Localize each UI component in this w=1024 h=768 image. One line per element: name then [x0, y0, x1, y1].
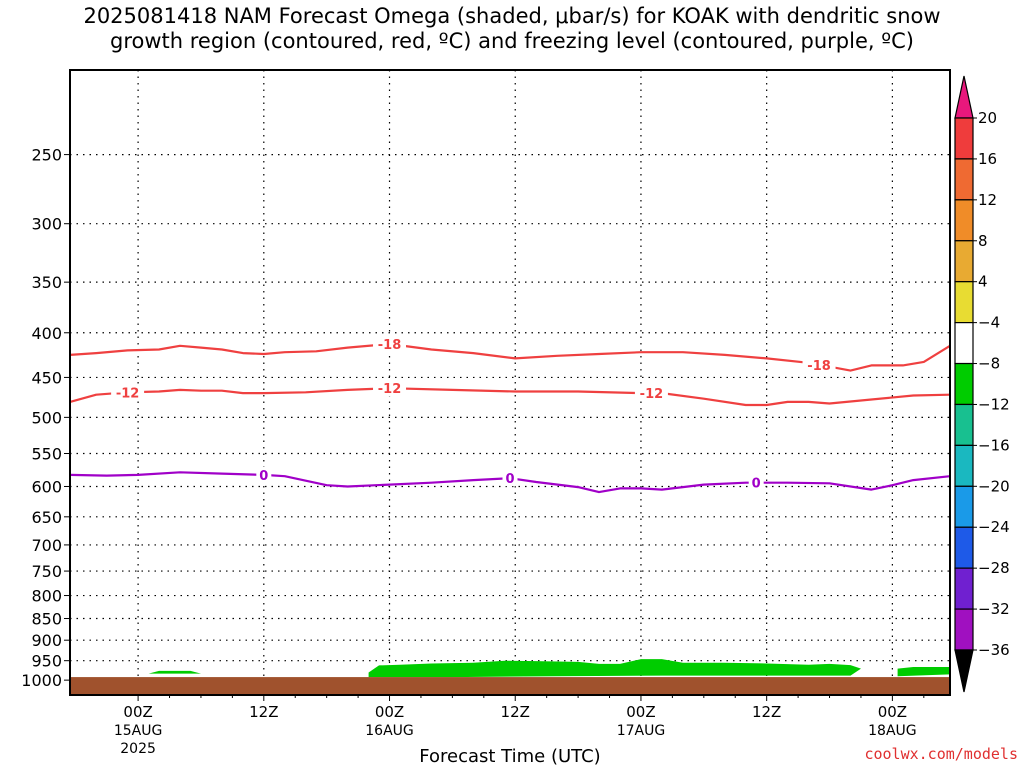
colorbar-swatch [954, 403, 974, 446]
colorbar-swatch [954, 362, 974, 406]
contour-label: 0 [505, 472, 514, 487]
temperature-contours: -18 -18 -12 -12 -12 0 0 0 [69, 335, 951, 494]
pressure-axis: 250 300 350 400 450 500 550 600 650 700 750 800 850 9… [21, 146, 70, 690]
x-tick-date: 16AUG [365, 723, 414, 739]
y-tick-label: 950 [31, 652, 62, 671]
omega-shading [70, 659, 950, 695]
colorbar-label: −16 [978, 436, 1010, 454]
x-tick-label: 00Z [878, 703, 907, 721]
contour-line [69, 471, 951, 494]
contour-label: -12 [378, 382, 402, 397]
colorbar-label: −36 [978, 641, 1010, 659]
terrain-fill [70, 677, 950, 695]
colorbar-label: 4 [978, 273, 988, 291]
x-tick-year: 2025 [120, 741, 156, 757]
colorbar: 20 16 12 8 4 −4 −8 −12 −16 −20 −24 −28 −32 −36 [954, 75, 1010, 693]
colorbar-label: 16 [978, 150, 997, 168]
x-tick-date: 17AUG [617, 723, 666, 739]
y-tick-label: 450 [31, 368, 62, 387]
colorbar-swatch [954, 526, 974, 569]
colorbar-label: −28 [978, 559, 1010, 577]
colorbar-label: −20 [978, 477, 1010, 495]
contour-label-bg [373, 380, 407, 397]
y-tick-label: 500 [31, 408, 62, 427]
colorbar-swatch [954, 158, 974, 201]
shaded-region-omega [368, 659, 861, 681]
contour-label-bg [256, 466, 272, 483]
colorbar-label: 12 [978, 191, 997, 209]
contour-label: -18 [807, 359, 831, 374]
colorbar-label: −32 [978, 600, 1010, 618]
colorbar-swatch [954, 608, 974, 651]
chart-title: 2025081418 NAM Forecast Omega (shaded, μ… [0, 4, 1024, 54]
colorbar-swatch [954, 322, 974, 365]
contour-label-bg [373, 335, 407, 352]
y-tick-label: 600 [31, 477, 62, 496]
y-tick-label: 300 [31, 215, 62, 234]
y-tick-label: 800 [31, 587, 62, 606]
y-tick-label: 750 [31, 562, 62, 581]
colorbar-bottom-arrow [954, 649, 974, 693]
contour-label: -18 [378, 338, 402, 353]
contour-label: -12 [640, 387, 664, 402]
colorbar-swatch [954, 240, 974, 283]
contour-label-bg [802, 356, 836, 373]
x-tick-label: 00Z [375, 703, 404, 721]
gridlines [70, 70, 950, 695]
colorbar-swatch [954, 444, 974, 487]
x-tick-label: 12Z [501, 703, 530, 721]
y-tick-label: 400 [31, 324, 62, 343]
colorbar-label: −4 [978, 314, 1000, 332]
colorbar-swatch [954, 485, 974, 528]
x-tick-label: 12Z [249, 703, 278, 721]
contour-line [69, 387, 951, 407]
plot-frame [69, 69, 951, 696]
contour-label-bg [502, 470, 518, 487]
contour-label-bg [748, 474, 764, 491]
contour-label: 0 [752, 477, 761, 492]
colorbar-label: 8 [978, 232, 988, 250]
contour-label: 0 [259, 469, 268, 484]
contour-label-bg [111, 384, 145, 401]
title-line-2: growth region (contoured, red, ºC) and f… [110, 29, 914, 53]
x-tick-label: 12Z [752, 703, 781, 721]
y-tick-label: 550 [31, 444, 62, 463]
colorbar-label: 20 [978, 109, 997, 127]
y-tick-label: 700 [31, 536, 62, 555]
colorbar-swatch [954, 567, 974, 610]
shaded-region-omega [897, 667, 950, 677]
y-tick-label: 900 [31, 631, 62, 650]
x-tick-date: 15AUG [114, 723, 163, 739]
y-tick-label: 250 [31, 146, 62, 165]
y-tick-label: 850 [31, 610, 62, 629]
contour-label: -12 [116, 386, 140, 401]
y-tick-label: 350 [31, 273, 62, 292]
colorbar-label: −24 [978, 518, 1010, 536]
colorbar-label: −12 [978, 395, 1010, 413]
colorbar-swatch [954, 117, 974, 160]
x-tick-date: 18AUG [868, 723, 917, 739]
colorbar-swatch [954, 281, 974, 324]
title-line-1: 2025081418 NAM Forecast Omega (shaded, μ… [83, 4, 941, 28]
y-tick-label: 650 [31, 508, 62, 527]
x-tick-label: 00Z [626, 703, 655, 721]
x-axis-title: Forecast Time (UTC) [419, 746, 601, 767]
colorbar-label: −8 [978, 355, 1000, 373]
colorbar-top-arrow [954, 75, 974, 119]
time-axis: 00Z 15AUG 2025 12Z 00Z 16AUG 12Z 00Z 17AUG 12Z 00Z… [114, 695, 925, 757]
y-tick-label: 1000 [21, 671, 62, 690]
site-credit[interactable]: coolwx.com/models [864, 745, 1018, 763]
contour-label-bg [634, 385, 668, 402]
shaded-region-omega [148, 670, 201, 674]
x-tick-label: 00Z [123, 703, 152, 721]
colorbar-swatch [954, 199, 974, 242]
